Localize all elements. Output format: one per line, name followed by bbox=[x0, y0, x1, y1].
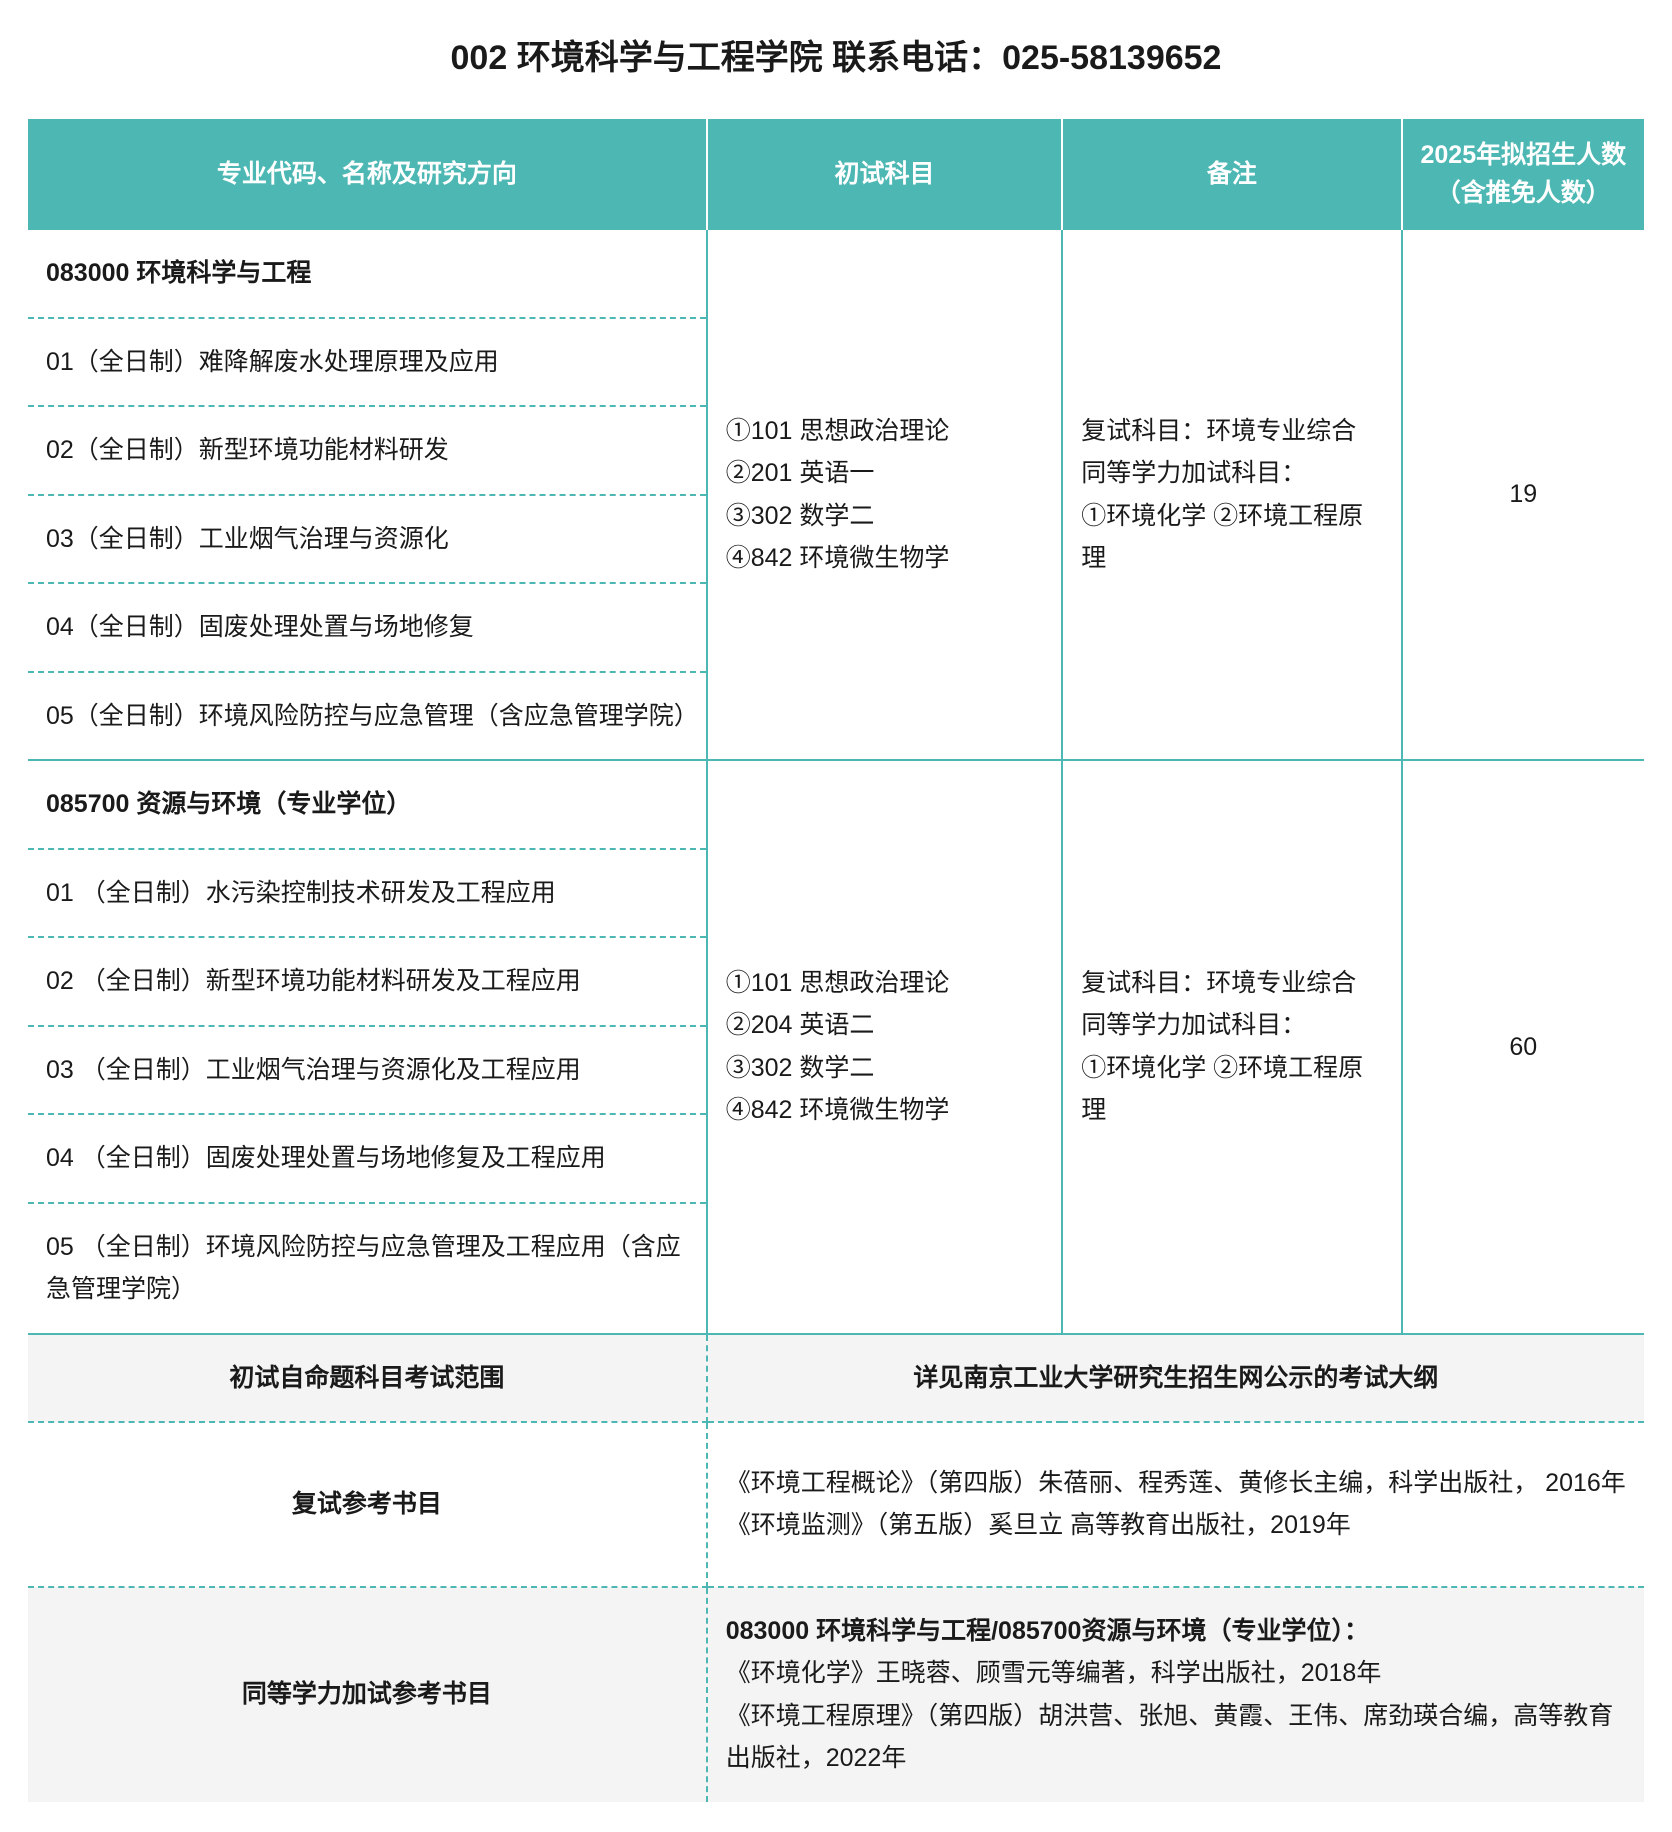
major-heading: 083000 环境科学与工程 bbox=[28, 230, 707, 318]
equiv-books-label: 同等学力加试参考书目 bbox=[28, 1587, 707, 1802]
equiv-books-row: 同等学力加试参考书目 083000 环境科学与工程/085700资源与环境（专业… bbox=[28, 1587, 1644, 1802]
track-cell: 01 （全日制）水污染控制技术研发及工程应用 bbox=[28, 849, 707, 938]
track-cell: 02 （全日制）新型环境功能材料研发及工程应用 bbox=[28, 937, 707, 1026]
header-quota: 2025年拟招生人数（含推免人数） bbox=[1402, 119, 1644, 230]
header-major: 专业代码、名称及研究方向 bbox=[28, 119, 707, 230]
table-header-row: 专业代码、名称及研究方向 初试科目 备注 2025年拟招生人数（含推免人数） bbox=[28, 119, 1644, 230]
exam-cell: ①101 思想政治理论②204 英语二③302 数学二④842 环境微生物学 bbox=[707, 760, 1063, 1334]
book-line: 《环境化学》王晓蓉、顾雪元等编著，科学出版社，2018年 bbox=[726, 1652, 1626, 1695]
major-heading-row: 085700 资源与环境（专业学位） ①101 思想政治理论②204 英语二③3… bbox=[28, 760, 1644, 849]
note-cell: 复试科目：环境专业综合同等学力加试科目：①环境化学 ②环境工程原理 bbox=[1062, 230, 1401, 760]
equiv-books-cell: 083000 环境科学与工程/085700资源与环境（专业学位）： 《环境化学》… bbox=[707, 1587, 1644, 1802]
header-exam: 初试科目 bbox=[707, 119, 1063, 230]
exam-text: ①101 思想政治理论②201 英语一③302 数学二④842 环境微生物学 bbox=[726, 417, 950, 573]
retest-books-label: 复试参考书目 bbox=[28, 1422, 707, 1587]
major-heading-row: 083000 环境科学与工程 ①101 思想政治理论②201 英语一③302 数… bbox=[28, 230, 1644, 318]
track-cell: 03 （全日制）工业烟气治理与资源化及工程应用 bbox=[28, 1026, 707, 1115]
equiv-books-heading: 083000 环境科学与工程/085700资源与环境（专业学位）： bbox=[726, 1610, 1626, 1653]
header-note: 备注 bbox=[1062, 119, 1401, 230]
note-cell: 复试科目：环境专业综合同等学力加试科目：①环境化学 ②环境工程原理 bbox=[1062, 760, 1401, 1334]
book-line: 《环境工程概论》（第四版）朱蓓丽、程秀莲、黄修长主编，科学出版社， 2016年 bbox=[726, 1462, 1626, 1505]
exam-text: ①101 思想政治理论②204 英语二③302 数学二④842 环境微生物学 bbox=[726, 969, 950, 1125]
quota-cell: 19 bbox=[1402, 230, 1644, 760]
retest-books-cell: 《环境工程概论》（第四版）朱蓓丽、程秀莲、黄修长主编，科学出版社， 2016年 … bbox=[707, 1422, 1644, 1587]
track-cell: 01（全日制）难降解废水处理原理及应用 bbox=[28, 318, 707, 407]
scope-row: 初试自命题科目考试范围 详见南京工业大学研究生招生网公示的考试大纲 bbox=[28, 1334, 1644, 1423]
quota-cell: 60 bbox=[1402, 760, 1644, 1334]
book-line: 《环境工程原理》（第四版）胡洪营、张旭、黄霞、王伟、席劲瑛合编，高等教育出版社，… bbox=[726, 1695, 1626, 1780]
scope-label: 初试自命题科目考试范围 bbox=[28, 1334, 707, 1423]
track-cell: 05 （全日制）环境风险防控与应急管理及工程应用（含应急管理学院） bbox=[28, 1203, 707, 1334]
note-text: 复试科目：环境专业综合同等学力加试科目：①环境化学 ②环境工程原理 bbox=[1081, 969, 1363, 1125]
track-cell: 04（全日制）固废处理处置与场地修复 bbox=[28, 583, 707, 672]
page-title: 002 环境科学与工程学院 联系电话：025-58139652 bbox=[28, 30, 1644, 79]
major-heading: 085700 资源与环境（专业学位） bbox=[28, 760, 707, 849]
track-cell: 02（全日制）新型环境功能材料研发 bbox=[28, 406, 707, 495]
track-cell: 04 （全日制）固废处理处置与场地修复及工程应用 bbox=[28, 1114, 707, 1203]
track-cell: 05（全日制）环境风险防控与应急管理（含应急管理学院） bbox=[28, 672, 707, 761]
exam-cell: ①101 思想政治理论②201 英语一③302 数学二④842 环境微生物学 bbox=[707, 230, 1063, 760]
note-text: 复试科目：环境专业综合同等学力加试科目：①环境化学 ②环境工程原理 bbox=[1081, 417, 1363, 573]
book-line: 《环境监测》（第五版）奚旦立 高等教育出版社，2019年 bbox=[726, 1504, 1626, 1547]
scope-value: 详见南京工业大学研究生招生网公示的考试大纲 bbox=[707, 1334, 1644, 1423]
track-cell: 03（全日制）工业烟气治理与资源化 bbox=[28, 495, 707, 584]
admissions-table: 专业代码、名称及研究方向 初试科目 备注 2025年拟招生人数（含推免人数） 0… bbox=[28, 119, 1644, 1802]
retest-books-row: 复试参考书目 《环境工程概论》（第四版）朱蓓丽、程秀莲、黄修长主编，科学出版社，… bbox=[28, 1422, 1644, 1587]
